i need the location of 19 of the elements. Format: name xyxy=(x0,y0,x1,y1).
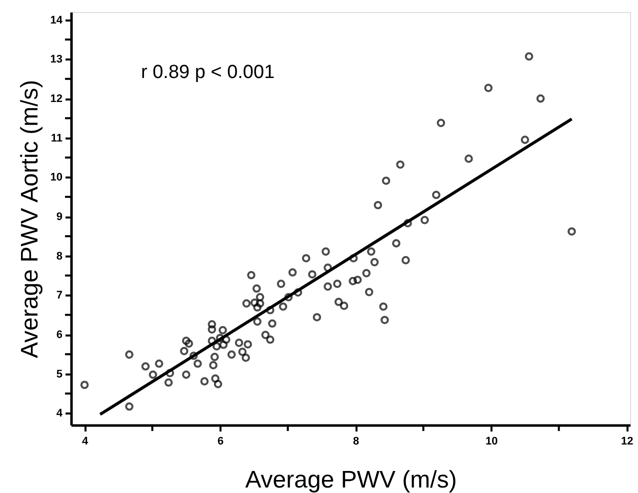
y-tick-label: 9 xyxy=(56,211,62,224)
x-tick-label: 6 xyxy=(218,436,224,448)
y-tick-label: 8 xyxy=(56,250,62,262)
y-tick-label: 12 xyxy=(50,93,62,106)
x-tick-label: 10 xyxy=(485,436,498,448)
y-tick-label: 11 xyxy=(50,132,62,144)
y-tick-label: 10 xyxy=(50,172,62,184)
y-tick-label: 4 xyxy=(56,408,64,420)
x-tick-label: 4 xyxy=(82,436,89,448)
y-axis-title: Average PWV Aortic (m/s) xyxy=(16,80,44,358)
y-tick-label: 13 xyxy=(50,54,62,66)
x-tick-label: 12 xyxy=(620,436,634,448)
y-tick-label: 6 xyxy=(56,329,62,342)
y-tick-label: 7 xyxy=(56,290,62,302)
x-tick-label: 8 xyxy=(353,436,360,448)
x-axis-title: Average PWV (m/s) xyxy=(245,466,457,493)
y-tick-label: 14 xyxy=(50,14,64,26)
y-tick-label: 5 xyxy=(56,368,62,380)
annotation: r 0.89 p < 0.001 xyxy=(141,62,275,83)
